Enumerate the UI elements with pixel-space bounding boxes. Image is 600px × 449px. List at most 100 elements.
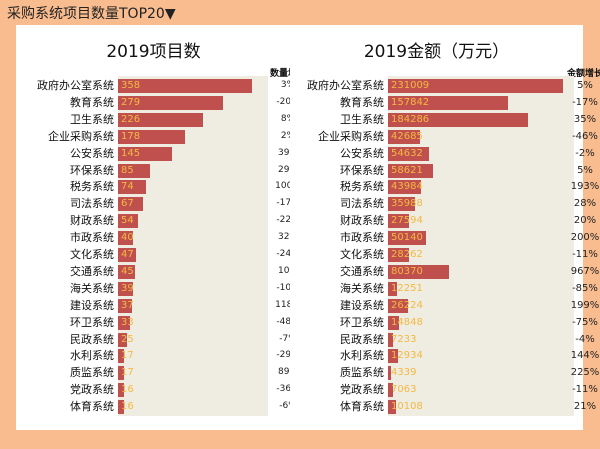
category-label: 司法系统 xyxy=(70,197,114,211)
bar xyxy=(118,264,135,279)
bar-row: 党政系统 16 -36% xyxy=(70,381,300,398)
bar xyxy=(388,349,398,364)
bar xyxy=(388,197,416,212)
bar xyxy=(388,231,427,246)
bar xyxy=(118,79,253,93)
bar xyxy=(118,400,124,415)
value-label: 231009 xyxy=(391,80,430,91)
growth-label: -11% xyxy=(572,249,598,260)
bar xyxy=(118,180,146,195)
bar xyxy=(118,281,133,296)
value-label: 50140 xyxy=(391,232,423,244)
growth-label: -2% xyxy=(575,147,595,159)
bar xyxy=(388,129,421,144)
value-label: 16 xyxy=(121,384,134,396)
value-label: 16 xyxy=(121,401,134,413)
growth-label: 118% xyxy=(275,299,301,310)
page-title[interactable]: 采购系统项目数量TOP20▼ xyxy=(7,6,176,22)
growth-label: -7% xyxy=(279,333,297,344)
count-growth-header: 数量增长 xyxy=(269,69,306,79)
category-label: 环保系统 xyxy=(70,163,114,177)
bar xyxy=(118,112,203,127)
category-label: 水利系统 xyxy=(340,349,384,363)
growth-label: 39% xyxy=(277,147,298,158)
value-label: 17 xyxy=(121,350,134,362)
growth-label: 5% xyxy=(577,80,593,91)
category-label: 环卫系统 xyxy=(340,315,384,329)
bar-row: 政府办公室系统 358 3% xyxy=(37,77,295,94)
growth-label: -4% xyxy=(575,333,595,345)
growth-label: 967% xyxy=(570,265,600,277)
bar-row: 建设系统 26224 199% xyxy=(340,297,599,314)
bar xyxy=(388,95,508,110)
growth-label: 10% xyxy=(277,265,298,276)
bar xyxy=(388,214,409,229)
growth-label: -10% xyxy=(276,282,300,293)
category-label: 教育系统 xyxy=(340,95,384,109)
growth-label: 8% xyxy=(280,113,296,124)
growth-label: 193% xyxy=(570,181,600,193)
bar-row: 环保系统 85 29% xyxy=(70,162,298,179)
growth-label: -46% xyxy=(572,130,598,142)
bar-row: 民政系统 25 -7% xyxy=(70,331,297,348)
category-label: 公安系统 xyxy=(340,146,384,160)
project-count-title: 2019项目数 xyxy=(106,42,201,62)
amount-title: 2019金额（万元） xyxy=(363,42,510,62)
bar-row: 公安系统 54632 -2% xyxy=(340,145,595,162)
value-label: 184286 xyxy=(391,113,430,125)
bar-row: 司法系统 35988 28% xyxy=(340,195,596,212)
growth-label: 144% xyxy=(570,350,600,362)
value-label: 28262 xyxy=(391,249,423,260)
category-label: 税务系统 xyxy=(70,180,114,194)
category-label: 党政系统 xyxy=(340,383,384,397)
category-label: 企业采购系统 xyxy=(318,129,384,143)
bar-row: 海关系统 12251 -85% xyxy=(340,280,598,297)
bar-row: 环卫系统 14848 -75% xyxy=(340,314,598,331)
bar xyxy=(388,366,392,381)
value-label: 358 xyxy=(121,80,141,91)
bar xyxy=(388,248,410,262)
value-label: 279 xyxy=(121,96,141,108)
bar-row: 交通系统 45 10% xyxy=(70,263,298,280)
bar xyxy=(388,180,422,195)
bar xyxy=(118,332,128,347)
value-label: 178 xyxy=(121,130,141,142)
value-label: 14848 xyxy=(391,316,423,328)
value-label: 226 xyxy=(121,113,141,125)
category-label: 党政系统 xyxy=(70,383,114,397)
category-label: 环卫系统 xyxy=(70,315,114,329)
category-label: 体育系统 xyxy=(340,400,384,414)
value-label: 17 xyxy=(121,367,134,379)
value-label: 47 xyxy=(121,249,134,260)
bar xyxy=(118,248,136,262)
category-label: 司法系统 xyxy=(340,197,384,211)
value-label: 35988 xyxy=(391,198,423,210)
bar xyxy=(118,163,150,178)
bar-row: 税务系统 43984 193% xyxy=(340,178,599,195)
bar xyxy=(118,366,125,381)
category-label: 建设系统 xyxy=(70,298,114,312)
bar-row: 环保系统 58621 5% xyxy=(340,162,593,179)
growth-label: 5% xyxy=(577,164,593,176)
bar-row: 党政系统 7063 -11% xyxy=(340,381,598,398)
growth-label: -11% xyxy=(572,384,598,396)
category-label: 质监系统 xyxy=(70,366,114,380)
value-label: 58621 xyxy=(391,164,423,176)
growth-label: 2% xyxy=(280,130,296,141)
growth-label: -17% xyxy=(572,96,598,108)
growth-label: -75% xyxy=(572,316,598,328)
category-label: 体育系统 xyxy=(70,400,114,414)
growth-label: 200% xyxy=(570,232,600,244)
category-label: 财政系统 xyxy=(340,214,384,228)
bar-row: 质监系统 4339 225% xyxy=(340,364,599,381)
bar-row: 体育系统 10108 21% xyxy=(340,398,596,415)
bar xyxy=(118,146,173,161)
category-label: 卫生系统 xyxy=(340,112,384,126)
bar xyxy=(388,264,449,279)
bar xyxy=(388,383,394,398)
bar xyxy=(388,315,400,330)
category-label: 市政系统 xyxy=(340,231,384,245)
bar-row: 质监系统 17 89% xyxy=(70,364,298,381)
growth-label: -24% xyxy=(276,249,300,259)
value-label: 43984 xyxy=(391,181,423,193)
